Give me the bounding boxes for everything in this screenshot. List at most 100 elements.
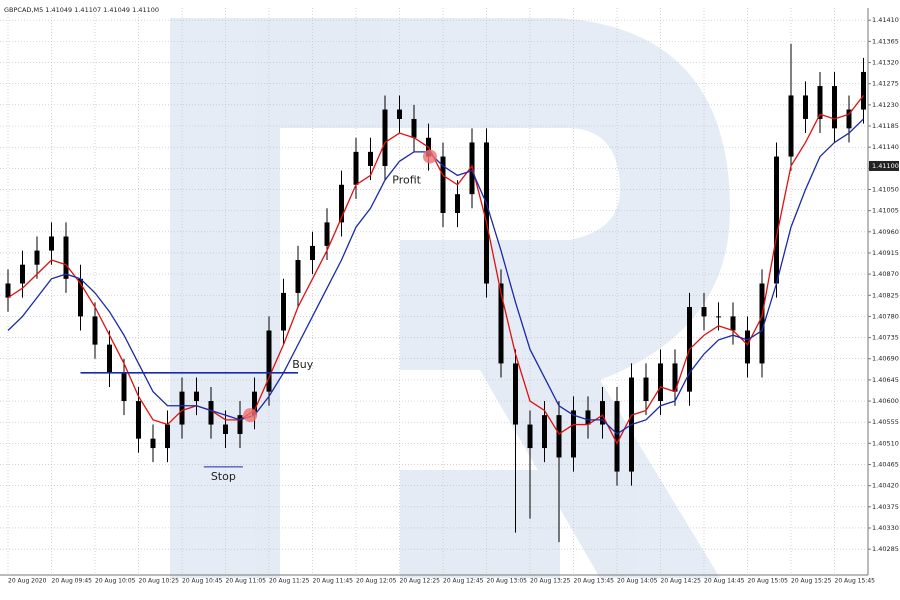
x-tick-label: 20 Aug 09:45 bbox=[52, 578, 93, 585]
y-tick-label: 1.40690 bbox=[872, 355, 899, 363]
candle-body bbox=[397, 109, 402, 119]
candle-body bbox=[179, 391, 185, 425]
candle-body bbox=[513, 363, 518, 425]
candle-body bbox=[121, 372, 127, 402]
candle-body bbox=[208, 401, 214, 425]
last-price-box bbox=[869, 160, 899, 171]
candle-body bbox=[846, 109, 852, 129]
x-tick-label: 20 Aug 12:25 bbox=[400, 578, 441, 585]
entry-point bbox=[243, 408, 258, 423]
y-tick-label: 1.41365 bbox=[872, 37, 899, 45]
candle-body bbox=[324, 222, 330, 246]
candle-body bbox=[585, 410, 591, 425]
y-tick-label: 1.40285 bbox=[872, 545, 899, 553]
y-tick-label: 1.41230 bbox=[872, 101, 899, 109]
candle-body bbox=[136, 401, 141, 439]
x-tick-label: 20 Aug 13:25 bbox=[530, 578, 571, 585]
candle-body bbox=[252, 391, 257, 416]
watermark bbox=[170, 18, 730, 578]
x-tick-label: 20 Aug 13:05 bbox=[487, 578, 528, 585]
candle-body bbox=[150, 438, 156, 449]
candle-body bbox=[295, 260, 301, 293]
moving-average bbox=[7, 95, 865, 445]
candle-body bbox=[701, 307, 707, 317]
x-tick-label: 20 Aug 12:45 bbox=[443, 578, 484, 585]
candle-body bbox=[20, 264, 25, 284]
candle-body bbox=[716, 316, 721, 318]
x-tick-label: 20 Aug 15:25 bbox=[791, 578, 832, 585]
candle-body bbox=[774, 156, 779, 284]
y-tick-label: 1.40825 bbox=[872, 291, 899, 299]
chart-title: GBPCAD,M5 1.41049 1.41107 1.41049 1.4110… bbox=[4, 6, 159, 14]
candle-body bbox=[78, 278, 83, 317]
y-tick-label: 1.40915 bbox=[872, 249, 899, 257]
y-tick-label: 1.41140 bbox=[872, 143, 899, 151]
y-tick-label: 1.40735 bbox=[872, 334, 899, 342]
candle-body bbox=[49, 236, 54, 251]
candle-body bbox=[440, 156, 446, 213]
candle-body bbox=[34, 250, 40, 265]
profit-point bbox=[422, 149, 437, 164]
candle-body bbox=[107, 344, 112, 373]
candle-body bbox=[556, 415, 562, 458]
candle-body bbox=[382, 109, 388, 166]
x-tick-label: 20 Aug 13:45 bbox=[574, 578, 615, 585]
y-tick-label: 1.40510 bbox=[872, 439, 899, 447]
x-tick-label: 20 Aug 10:25 bbox=[139, 578, 180, 585]
y-tick-label: 1.40870 bbox=[872, 270, 899, 278]
candle-body bbox=[455, 194, 460, 213]
candle-body bbox=[63, 236, 69, 279]
x-tick-label: 20 Aug 15:45 bbox=[835, 578, 876, 585]
y-tick-label: 1.40645 bbox=[872, 376, 899, 384]
x-tick-label: 20 Aug 14:05 bbox=[617, 578, 658, 585]
candle-body bbox=[614, 401, 620, 472]
candle-body bbox=[527, 424, 533, 449]
candle-body bbox=[861, 71, 866, 110]
candle-body bbox=[92, 316, 98, 345]
candle-body bbox=[281, 292, 286, 331]
candle-body bbox=[237, 415, 243, 434]
x-tick-label: 20 Aug 10:05 bbox=[95, 578, 136, 585]
y-tick-label: 1.41005 bbox=[872, 207, 899, 215]
x-tick-label: 20 Aug 11:25 bbox=[269, 578, 310, 585]
y-tick-label: 1.40555 bbox=[872, 418, 899, 426]
candle-body bbox=[803, 95, 808, 119]
x-tick-label: 20 Aug 14:45 bbox=[704, 578, 745, 585]
candle-body bbox=[339, 184, 344, 223]
candle-body bbox=[600, 401, 605, 425]
candle-body bbox=[165, 424, 170, 449]
y-tick-label: 1.40375 bbox=[872, 503, 899, 511]
candle-body bbox=[571, 410, 576, 458]
candle-body bbox=[411, 118, 417, 138]
candle-body bbox=[223, 424, 228, 434]
candle-body bbox=[672, 363, 678, 392]
candle-body bbox=[498, 283, 504, 364]
x-tick-label: 20 Aug 2020 bbox=[8, 578, 47, 585]
y-tick-label: 1.41275 bbox=[872, 80, 899, 88]
candle-body bbox=[788, 95, 794, 157]
x-tick-label: 20 Aug 10:45 bbox=[182, 578, 223, 585]
y-tick-label: 1.41050 bbox=[872, 185, 899, 193]
candle-body bbox=[542, 415, 547, 449]
candle-body bbox=[353, 151, 359, 185]
profit-label: Profit bbox=[392, 174, 421, 187]
candle-body bbox=[730, 316, 736, 331]
y-tick-label: 1.40780 bbox=[872, 312, 899, 320]
y-tick-label: 1.40600 bbox=[872, 397, 899, 405]
y-tick-label: 1.41320 bbox=[872, 59, 899, 67]
candle-body bbox=[266, 330, 272, 392]
candle-body bbox=[310, 245, 315, 260]
x-tick-label: 20 Aug 15:05 bbox=[748, 578, 789, 585]
candle-body bbox=[484, 142, 489, 284]
candle-body bbox=[5, 283, 11, 298]
y-tick-label: 1.40960 bbox=[872, 228, 899, 236]
buy-label: Buy bbox=[292, 358, 314, 371]
candle-body bbox=[658, 363, 663, 402]
candle-body bbox=[194, 391, 199, 402]
candle-body bbox=[368, 151, 373, 166]
y-tick-label: 1.40465 bbox=[872, 461, 899, 469]
y-tick-label: 1.40330 bbox=[872, 524, 899, 532]
x-tick-label: 20 Aug 11:05 bbox=[226, 578, 267, 585]
x-tick-label: 20 Aug 11:45 bbox=[313, 578, 354, 585]
